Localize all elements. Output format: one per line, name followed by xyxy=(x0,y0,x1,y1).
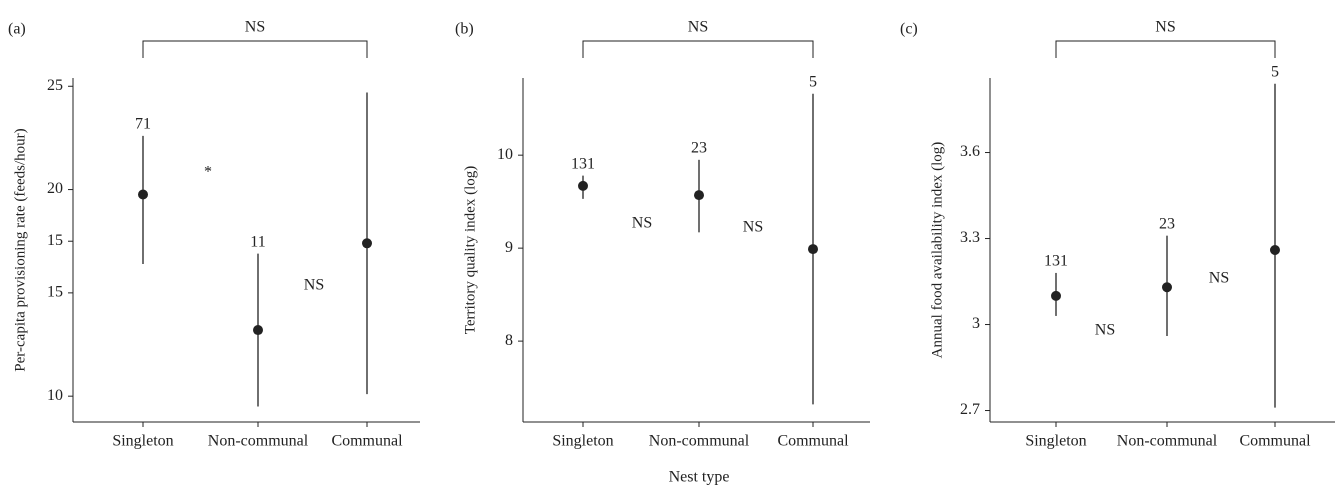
y-tick-label: 3.6 xyxy=(960,143,980,160)
y-axis-label: Per-capita provisioning rate (feeds/hour… xyxy=(12,128,28,371)
bracket xyxy=(1055,40,1276,58)
point xyxy=(253,325,263,336)
y-tick-label: 3.3 xyxy=(960,229,980,246)
point xyxy=(362,238,372,249)
bracket xyxy=(582,40,814,58)
point xyxy=(808,244,818,255)
y-tick-label: 15 xyxy=(47,284,63,301)
sample-size: 5 xyxy=(809,73,817,90)
x-tick-label: Non-communal xyxy=(208,433,309,450)
annotation: NS xyxy=(743,219,763,236)
annotation: NS xyxy=(304,277,324,294)
annotation: NS xyxy=(632,215,652,232)
y-tick-label: 8 xyxy=(505,332,513,349)
x-tick-label: Singleton xyxy=(1025,433,1086,450)
y-tick-label: 20 xyxy=(47,180,63,197)
sample-size: 23 xyxy=(1159,215,1175,232)
sample-size: 5 xyxy=(1271,63,1279,80)
sample-size: 131 xyxy=(1044,253,1068,270)
sample-size: 131 xyxy=(571,155,595,172)
x-tick-label: Singleton xyxy=(552,433,613,450)
y-axis-label: Annual food availability index (log) xyxy=(929,142,945,359)
bracket-label: NS xyxy=(245,19,265,36)
panel-label: (a) xyxy=(8,21,26,38)
point xyxy=(138,189,148,200)
panel-label: (c) xyxy=(900,21,918,38)
y-tick-label: 2.7 xyxy=(960,401,980,418)
annotation: * xyxy=(204,164,212,181)
y-tick-label: 3 xyxy=(972,315,980,332)
x-tick-label: Communal xyxy=(1239,433,1311,450)
y-tick-label: 10 xyxy=(497,146,513,163)
y-tick-label: 25 xyxy=(47,77,63,94)
bracket xyxy=(142,40,368,58)
x-tick-label: Singleton xyxy=(112,433,173,450)
point xyxy=(1162,282,1172,293)
point xyxy=(1051,290,1061,301)
annotation: NS xyxy=(1095,322,1115,339)
point xyxy=(578,180,588,191)
bracket-label: NS xyxy=(1155,19,1175,36)
bracket-label: NS xyxy=(688,19,708,36)
sample-size: 23 xyxy=(691,139,707,156)
y-axis-label: Territory quality index (log) xyxy=(462,166,478,335)
x-tick-label: Communal xyxy=(777,433,849,450)
y-tick-label: 9 xyxy=(505,239,513,256)
x-tick-label: Non-communal xyxy=(1117,433,1218,450)
x-tick-label: Communal xyxy=(331,433,403,450)
sample-size: 71 xyxy=(135,116,151,133)
x-axis-label: Nest type xyxy=(669,469,730,486)
point xyxy=(694,190,704,201)
x-tick-label: Non-communal xyxy=(649,433,750,450)
annotation: NS xyxy=(1209,270,1229,287)
point xyxy=(1270,245,1280,255)
y-tick-label: 15 xyxy=(47,232,63,249)
panel-label: (b) xyxy=(455,21,474,38)
sample-size: 11 xyxy=(250,233,265,250)
y-tick-label: 10 xyxy=(47,387,63,404)
